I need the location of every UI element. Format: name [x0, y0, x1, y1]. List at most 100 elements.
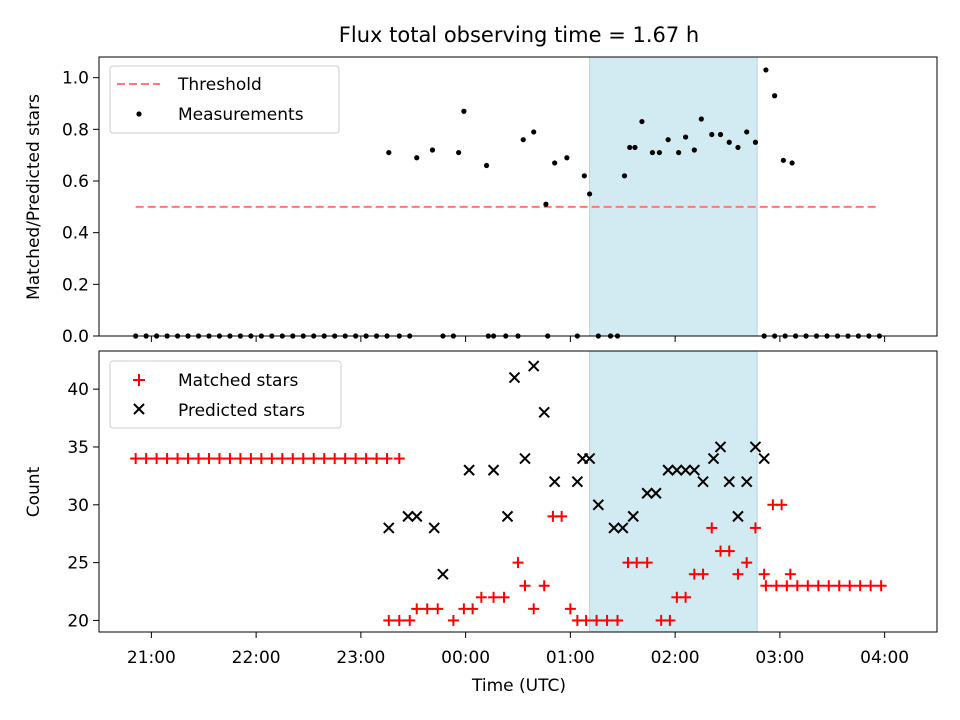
predicted-point [501, 510, 514, 523]
predicted-point [487, 464, 500, 476]
measurement-point [735, 144, 741, 151]
predicted-point [617, 522, 629, 534]
measurement-point [461, 108, 467, 114]
measurement-point [709, 131, 715, 138]
matched-point [297, 453, 309, 465]
measurement-point [744, 129, 750, 135]
matched-point [802, 580, 814, 592]
measurements-legend-marker [136, 111, 142, 117]
bottom-legend-box [109, 360, 342, 429]
measurement-point [780, 157, 786, 163]
matched-point [664, 614, 676, 626]
predicted-legend-marker [133, 403, 145, 415]
matched-point [447, 614, 459, 626]
predicted-point [402, 510, 414, 523]
matched-point [393, 453, 405, 465]
matched-point [844, 580, 856, 592]
measurement-point [386, 149, 392, 156]
top-x-ticks [150, 336, 886, 342]
predicted-point [641, 487, 653, 499]
matched-point [791, 580, 803, 592]
predicted-point [740, 475, 753, 488]
matched-point [760, 580, 772, 592]
matched-legend-marker [133, 374, 145, 386]
measurement-point [691, 147, 697, 153]
matched-point [360, 453, 372, 465]
x-tick-label: 22:00 [232, 648, 281, 668]
threshold-legend-label: Threshold [177, 75, 262, 95]
predicted-point [707, 452, 720, 465]
matched-point [591, 614, 603, 626]
top-y-ticks: 0.0 0.2 0.4 0.6 0.8 1.0 [62, 69, 99, 347]
matched-point [308, 453, 320, 465]
matched-point [151, 453, 163, 465]
matched-point [329, 453, 341, 465]
measurement-point [649, 149, 656, 156]
predicted-point [662, 464, 674, 476]
predicted-point [583, 452, 596, 465]
matched-point [784, 568, 796, 580]
predicted-point [749, 441, 762, 453]
bottom-ylabel: Count [24, 466, 44, 517]
matched-point [488, 591, 500, 603]
matched-point [833, 580, 845, 592]
y-tick-label: 0.2 [62, 275, 89, 295]
y-tick-label: 30 [67, 496, 89, 516]
top-legend-box [109, 65, 340, 134]
predicted-point [463, 464, 475, 476]
top-ylabel: Matched/Predicted stars [24, 94, 44, 300]
measurement-point [581, 173, 587, 179]
matched-point [224, 453, 236, 465]
matched-point [140, 453, 152, 465]
y-tick-label: 35 [67, 438, 89, 458]
matched-point [182, 453, 194, 465]
matched-point [812, 580, 824, 592]
measurement-point [639, 118, 645, 125]
predicted-point [723, 475, 735, 488]
measurement-point [621, 173, 628, 179]
y-tick-label: 40 [67, 380, 89, 400]
measurement-point [656, 149, 663, 156]
matched-point [383, 614, 395, 626]
predicted-point [758, 452, 770, 465]
bottom-y-ticks: 20 25 30 35 40 [67, 380, 99, 631]
matched-point [528, 603, 540, 615]
matched-point [421, 603, 433, 615]
matched-series [130, 453, 887, 626]
matched-point [556, 510, 568, 522]
measurement-point [752, 139, 759, 145]
predicted-point [519, 452, 531, 465]
predicted-point [671, 464, 683, 476]
matched-point [580, 614, 592, 626]
matched-point [538, 580, 550, 592]
x-tick-label: 02:00 [651, 648, 700, 668]
matched-legend-label: Matched stars [178, 371, 298, 391]
predicted-point [528, 360, 540, 372]
y-tick-label: 0.8 [62, 120, 89, 140]
y-tick-label: 0.6 [62, 172, 89, 192]
bottom-x-ticks: 21:00 22:00 23:00 00:00 01:00 02:00 03:00 04:00 [127, 632, 909, 668]
measurement-point [772, 93, 778, 99]
predicted-point [688, 464, 701, 476]
measurement-point [717, 131, 724, 138]
predicted-point [571, 475, 584, 488]
x-tick-label: 21:00 [127, 648, 176, 668]
x-axis-label: Time (UTC) [471, 676, 566, 696]
matched-point [823, 580, 835, 592]
matched-point [411, 603, 423, 615]
matched-point [706, 522, 718, 534]
measurement-point [763, 67, 769, 73]
predicted-point [650, 487, 662, 499]
y-tick-label: 1.0 [62, 69, 89, 89]
matched-point [393, 614, 405, 626]
top-observing-span [589, 56, 758, 337]
matched-point [339, 453, 351, 465]
matched-point [350, 453, 362, 465]
bottom-observing-span [589, 350, 758, 633]
x-tick-label: 03:00 [755, 648, 804, 668]
top-legend: Threshold Measurements [109, 65, 340, 134]
predicted-point [538, 406, 550, 418]
matched-point [371, 453, 383, 465]
matched-point [234, 453, 246, 465]
matched-point [865, 580, 877, 592]
